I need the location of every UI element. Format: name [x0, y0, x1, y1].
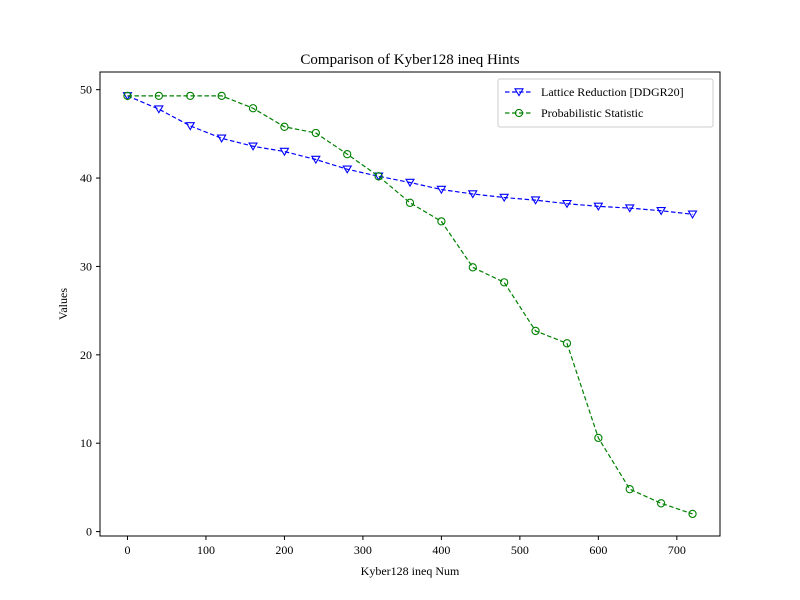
legend-box [497, 78, 714, 128]
y-tick-label: 10 [80, 436, 92, 450]
series-0-group [122, 92, 698, 219]
chart-title: Comparison of Kyber128 ineq Hints [300, 52, 519, 68]
circle-marker [562, 339, 572, 348]
x-tick-label: 700 [668, 543, 686, 557]
circle-marker [594, 433, 603, 443]
y-tick-label: 20 [80, 348, 92, 362]
triangle-marker [342, 165, 353, 174]
plot-marks [122, 91, 698, 519]
y-axis-label: Values [56, 288, 70, 320]
triangle-marker [436, 185, 447, 195]
triangle-marker [405, 178, 415, 188]
circle-marker [688, 509, 697, 519]
triangle-marker [216, 134, 227, 143]
circle-marker [468, 263, 477, 272]
circle-marker [343, 150, 352, 159]
circle-marker [625, 485, 634, 494]
triangle-marker [562, 199, 572, 209]
triangle-marker [624, 204, 635, 213]
triangle-marker [467, 190, 478, 199]
plot-frame [99, 71, 721, 537]
circle-marker [500, 278, 509, 287]
circle-marker [154, 91, 164, 101]
series-1-group [123, 91, 697, 519]
legend-label: Lattice Reduction [DDGR20] [541, 85, 684, 99]
circle-marker [123, 91, 132, 101]
y-tick-label: 30 [80, 259, 92, 273]
series-0-line [127, 95, 693, 215]
triangle-marker [310, 155, 321, 165]
triangle-marker [593, 202, 604, 212]
circle-marker [186, 91, 195, 101]
triangle-marker [687, 210, 698, 219]
triangle-marker [153, 105, 164, 114]
x-tick-label: 400 [432, 543, 450, 557]
legend: Lattice Reduction [DDGR20] Probabilistic … [497, 78, 714, 128]
triangle-marker [499, 193, 510, 203]
x-tick-label: 500 [511, 543, 529, 557]
triangle-marker [530, 196, 541, 205]
legend-label: Probabilistic Statistic [541, 106, 643, 120]
x-axis-label: Kyber128 ineq Num [361, 564, 460, 578]
x-tick-label: 0 [124, 543, 130, 557]
circle-marker [280, 122, 289, 131]
circle-marker [311, 128, 320, 138]
triangle-marker [185, 122, 196, 131]
triangle-marker [656, 207, 667, 216]
y-tick-label: 0 [86, 525, 92, 539]
x-tick-label: 600 [589, 543, 607, 557]
circle-marker [217, 91, 226, 101]
x-tick-label: 100 [197, 543, 215, 557]
circle-marker [405, 198, 415, 207]
circle-marker [248, 104, 258, 113]
y-tick-label: 50 [80, 83, 92, 97]
legend-triangle-marker [514, 88, 524, 97]
x-tick-label: 200 [275, 543, 293, 557]
circle-marker [656, 499, 666, 508]
legend-circle-marker [514, 108, 524, 118]
x-tick-label: 300 [354, 543, 372, 557]
circle-marker [531, 326, 540, 336]
circle-marker [437, 217, 446, 226]
y-tick-label: 40 [80, 171, 92, 185]
series-1-line [127, 95, 693, 515]
triangle-marker [248, 142, 258, 151]
circle-marker [374, 172, 383, 181]
triangle-marker [279, 147, 290, 157]
axes-ticks: 0 100 200 300 400 500 600 700 0 10 20 30 40 50 [80, 83, 686, 557]
